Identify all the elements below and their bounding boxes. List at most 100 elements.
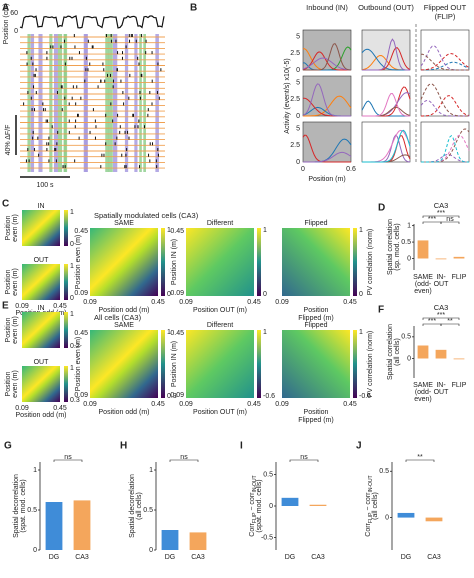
y-axis-label: Position (cm) <box>3 4 10 45</box>
x-tick-label: SAME <box>413 382 433 389</box>
colorbar <box>257 228 261 296</box>
x-tick-label: 0.6 <box>346 166 356 173</box>
event-band <box>105 34 110 172</box>
heatmap-title: SAME <box>114 322 134 329</box>
x-tick-label: DG <box>285 554 296 561</box>
label-part: (sp. mod. cells) <box>394 223 401 270</box>
x-tick-label: 0.45 <box>151 401 165 408</box>
x-tick-label: 0.45 <box>343 401 357 408</box>
bar <box>45 502 63 550</box>
colorbar-label: 1 <box>167 329 171 336</box>
heatmap-title: Flipped <box>305 322 328 329</box>
panel-bg <box>361 75 411 117</box>
bar <box>453 256 465 259</box>
x-tick-label: even) <box>414 288 432 295</box>
tuning-curve <box>420 53 469 71</box>
colorbar <box>64 312 68 348</box>
y-tick-label: 0.5 <box>401 334 411 341</box>
x-tick-label: 0.09 <box>179 299 193 306</box>
colorbar <box>161 228 165 296</box>
y-tick-label: 0 <box>385 514 389 521</box>
colorbar-label: 1 <box>263 227 267 234</box>
y-axis-label: Spatial correlation <box>387 324 394 380</box>
label-part: Spatial decorrelation <box>129 474 136 538</box>
heatmap <box>282 330 350 398</box>
panel-title: CA3 <box>434 303 449 312</box>
colorbar-label: 0 <box>70 241 74 248</box>
x-tick-label: DG <box>401 554 412 561</box>
bar <box>281 497 299 506</box>
scale-label: 40% ΔF/F <box>5 125 12 156</box>
colorbar-label: 0 <box>263 291 267 298</box>
heatmap-title: OUT <box>34 359 50 366</box>
x-tick-label: 0.09 <box>179 401 193 408</box>
colorbar-label: 1 <box>70 209 74 216</box>
heatmap <box>186 228 254 296</box>
panel-letter: E <box>2 301 9 312</box>
x-tick-label: (odd- <box>415 281 432 288</box>
x-axis-label: Position <box>304 307 329 314</box>
x-tick-label: IN- <box>436 274 446 281</box>
x-tick-label: OUT <box>434 389 450 396</box>
tuning-curve <box>303 151 352 163</box>
label-part: − corr <box>365 492 372 513</box>
y-tick-label: 0.45 <box>74 228 88 235</box>
y-tick-label: -0.5 <box>261 534 273 541</box>
bar <box>161 530 179 550</box>
colorbar <box>64 210 68 246</box>
event-band <box>63 34 68 172</box>
y-axis-label: (all cells) <box>136 492 143 520</box>
x-tick-label: CA3 <box>75 554 89 561</box>
bar <box>435 258 447 260</box>
label-part: (spat. mod. cells) <box>20 479 27 532</box>
bar <box>435 349 447 359</box>
colorbar-label: 1 <box>167 227 171 234</box>
event-band <box>143 34 146 172</box>
panel-letter: H <box>120 441 127 452</box>
colorbar-label: 0.3 <box>70 397 80 404</box>
x-tick-label: SAME <box>413 274 433 281</box>
colorbar <box>353 228 357 296</box>
tuning-curve <box>420 45 469 71</box>
y-axis-label: Position even (m) <box>75 337 82 391</box>
tuning-curve <box>302 134 351 163</box>
tuning-curve <box>421 61 470 71</box>
label-part: (all cells) <box>136 492 143 520</box>
heatmap <box>90 228 158 296</box>
y-axis-label: (all cells) <box>394 338 401 366</box>
y-axis-label: even (m) <box>12 214 19 242</box>
bar <box>73 500 91 550</box>
tuning-curve <box>303 42 352 71</box>
y-tick-label: 0.09 <box>170 392 184 399</box>
y-axis-label: (sp. mod. cells) <box>394 223 401 270</box>
y-axis-label: Position <box>5 317 12 342</box>
column-title: (FLIP) <box>435 12 456 21</box>
tuning-curve <box>421 134 469 163</box>
x-tick-label: 0 <box>301 166 305 173</box>
panel-letter: G <box>4 441 12 452</box>
colorbar-label: 0.2 <box>70 343 80 350</box>
x-tick-label: CA3 <box>427 554 441 561</box>
x-axis-label: Position odd (m) <box>99 307 150 314</box>
colorbar <box>353 330 357 398</box>
colorbar-label: 0 <box>70 295 74 302</box>
y-tick-label: 0 <box>296 67 300 74</box>
y-tick-label: 1 <box>407 222 411 229</box>
y-tick-label: 0.45 <box>170 330 184 337</box>
y-tick-label: 2.5 <box>290 142 300 149</box>
y-tick-label: 60 <box>10 10 18 17</box>
sig-bracket <box>169 459 199 462</box>
y-axis-label: Spatial decorrelation <box>129 474 136 538</box>
sig-label: ** <box>447 318 453 325</box>
position-trace <box>19 15 165 29</box>
colorbar <box>64 366 68 402</box>
sig-bracket <box>405 459 435 462</box>
y-axis-label: (all cells) <box>372 492 379 520</box>
label-part: − corr <box>249 492 256 513</box>
sig-bracket <box>440 221 460 224</box>
tuning-curve <box>421 153 470 163</box>
y-axis-label: Spatial decorrelation <box>13 474 20 538</box>
heatmap <box>22 264 60 300</box>
heatmap-title: Different <box>207 220 233 227</box>
